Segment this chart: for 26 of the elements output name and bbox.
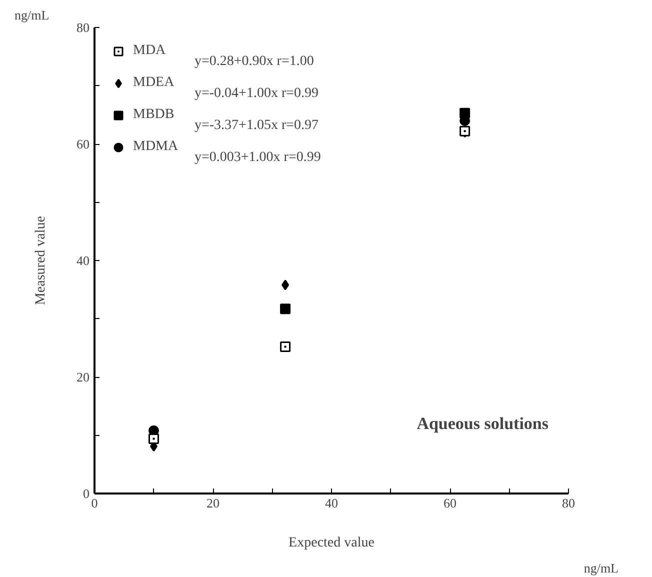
x-tick-label: 20	[206, 496, 220, 510]
y-tick-label: 40	[76, 253, 90, 268]
annotation: y=-3.37+1.05x r=0.97	[194, 118, 319, 133]
x-tick-label: 60	[444, 496, 456, 510]
legend-label: MBDB	[133, 106, 176, 124]
annotation: y=0.003+1.00x r=0.99	[194, 150, 321, 165]
annotation: y=-0.04+1.00x r=0.99	[194, 86, 319, 101]
x-tick-label: 80	[562, 496, 575, 510]
text: ng/mL	[584, 560, 619, 576]
point	[280, 304, 291, 314]
point	[282, 280, 290, 290]
point	[280, 341, 291, 352]
annotation: y=0.28+0.90x r=1.00	[194, 54, 314, 69]
point	[460, 108, 470, 118]
annotation: Aqueous solutions	[416, 414, 549, 433]
x-axis-title: Expected value	[288, 536, 374, 550]
y-tick-label: 80	[76, 20, 90, 35]
y-tick-label: 0	[83, 486, 90, 501]
y-tick-label: 60	[76, 136, 90, 152]
legend-label: MDMA	[133, 138, 180, 156]
y-axis-title: Measured value	[34, 216, 48, 306]
legend-label: MDA	[133, 42, 167, 60]
text: ng/mL	[14, 8, 50, 22]
y-tick-label: 20	[76, 370, 90, 384]
legend-label: MDEA	[133, 74, 176, 92]
x-tick-label: 40	[325, 496, 338, 510]
